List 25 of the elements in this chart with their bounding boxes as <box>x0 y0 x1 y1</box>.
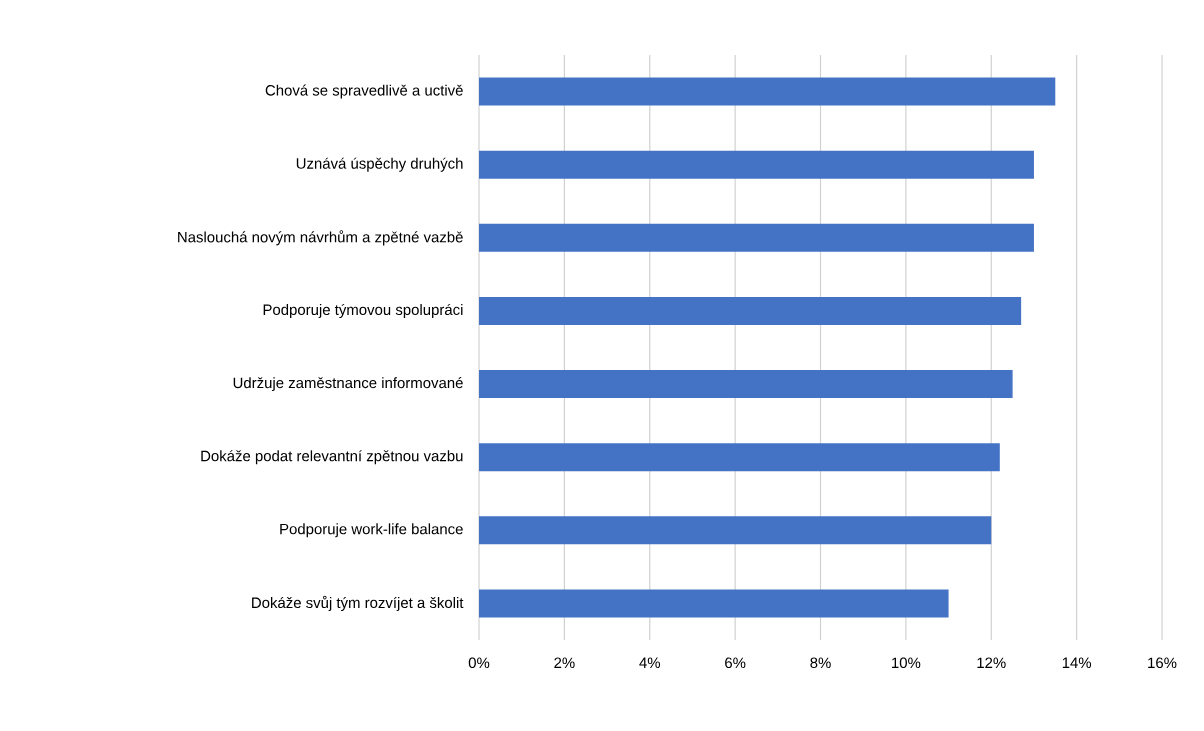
y-tick-label: Podporuje work-life balance <box>280 523 463 538</box>
x-tick-label: 0% <box>468 657 490 669</box>
y-tick-label: Udržuje zaměstnance informované <box>233 377 463 392</box>
x-tick-label: 6% <box>725 657 746 669</box>
bar <box>479 150 1034 179</box>
x-tick-label: 2% <box>554 657 575 669</box>
x-tick-label: 10% <box>892 657 921 669</box>
y-tick-label: Naslouchá novým návrhům a zpětné vazbě <box>178 230 463 246</box>
x-tick-label: 14% <box>1062 657 1092 668</box>
bar <box>479 296 1022 325</box>
y-tick-label: Dokáže svůj tým rozvíjet a školit <box>252 595 464 611</box>
y-tick-label: Uznává úspěchy druhých <box>296 157 463 172</box>
x-tick-label: 4% <box>639 657 661 668</box>
bar <box>479 516 992 545</box>
x-tick-label: 16% <box>1148 657 1177 669</box>
x-tick-label: 8% <box>810 657 831 669</box>
y-tick-label: Podporuje týmovou spolupráci <box>263 303 463 318</box>
x-tick-label: 12% <box>977 657 1006 669</box>
bar <box>479 77 1056 106</box>
bar <box>479 443 1000 472</box>
bar <box>479 589 949 618</box>
y-tick-label: Dokáže podat relevantní zpětnou vazbu <box>201 450 463 465</box>
y-tick-label: Chová se spravedlivě a uctivě <box>265 84 463 99</box>
bar <box>479 223 1034 252</box>
bar <box>479 370 1013 399</box>
